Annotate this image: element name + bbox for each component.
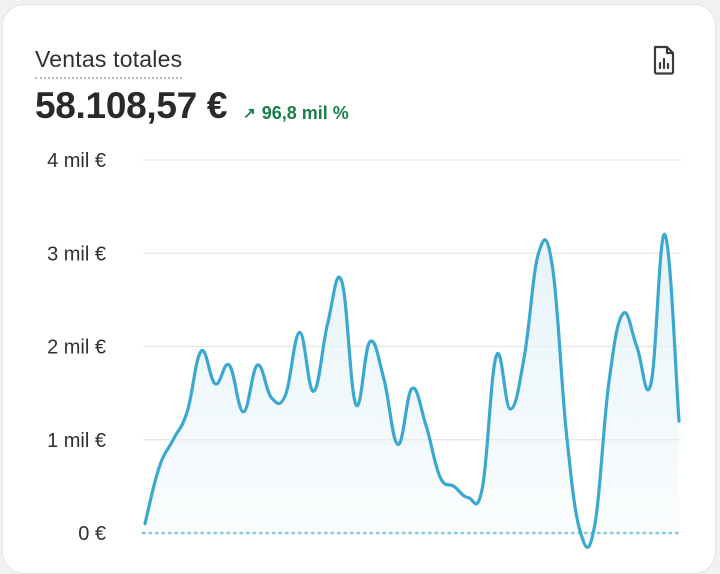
y-tick-label: 1 mil € bbox=[47, 430, 106, 452]
y-tick-label: 2 mil € bbox=[47, 337, 106, 359]
y-tick-label: 4 mil € bbox=[47, 150, 106, 172]
sales-chart: 0 € 1 mil € 2 mil € 3 mil € 4 mil € bbox=[0, 0, 720, 553]
y-tick-label: 0 € bbox=[78, 523, 106, 545]
y-tick-label: 3 mil € bbox=[47, 243, 106, 265]
